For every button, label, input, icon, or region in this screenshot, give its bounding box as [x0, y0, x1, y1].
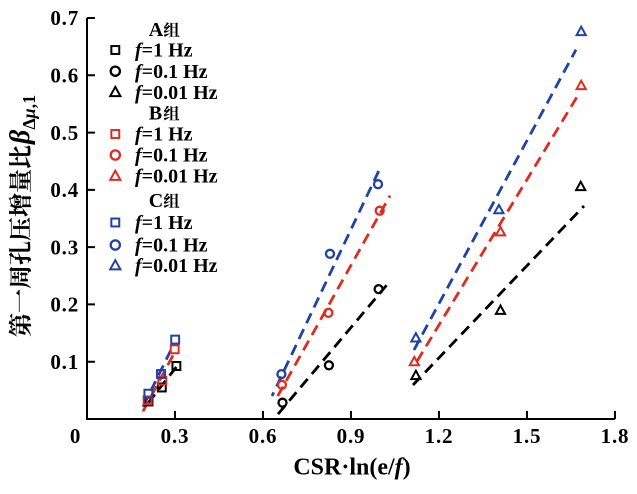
svg-text:f=0.01 Hz: f=0.01 Hz	[135, 166, 218, 188]
svg-text:1.8: 1.8	[601, 424, 630, 448]
svg-text:0.6: 0.6	[249, 424, 278, 448]
svg-text:0.3: 0.3	[50, 235, 79, 259]
svg-text:0.2: 0.2	[50, 293, 79, 317]
svg-text:f=0.1 Hz: f=0.1 Hz	[135, 145, 208, 167]
svg-text:f=1 Hz: f=1 Hz	[135, 124, 193, 146]
svg-text:0.1: 0.1	[50, 350, 79, 374]
svg-text:f=0.01 Hz: f=0.01 Hz	[135, 255, 218, 277]
svg-text:0.3: 0.3	[161, 424, 190, 448]
svg-text:CSR·ln(e/f): CSR·ln(e/f)	[293, 455, 410, 481]
svg-text:0.9: 0.9	[337, 424, 366, 448]
svg-text:f=0.1 Hz: f=0.1 Hz	[135, 235, 208, 257]
svg-text:f=0.01 Hz: f=0.01 Hz	[135, 82, 218, 104]
svg-text:0.6: 0.6	[50, 64, 79, 88]
svg-text:0.5: 0.5	[50, 121, 79, 145]
svg-text:A: A	[149, 19, 164, 41]
svg-text:f=1 Hz: f=1 Hz	[135, 212, 193, 234]
svg-text:B: B	[149, 103, 162, 125]
svg-text:f=0.1 Hz: f=0.1 Hz	[135, 61, 208, 83]
svg-text:1.5: 1.5	[513, 424, 542, 448]
svg-text:C: C	[149, 190, 163, 212]
svg-text:0.7: 0.7	[50, 6, 79, 30]
svg-text:1.2: 1.2	[425, 424, 454, 448]
svg-text:0.4: 0.4	[50, 178, 79, 202]
svg-text:0: 0	[70, 424, 81, 448]
svg-text:f=1 Hz: f=1 Hz	[135, 40, 193, 62]
